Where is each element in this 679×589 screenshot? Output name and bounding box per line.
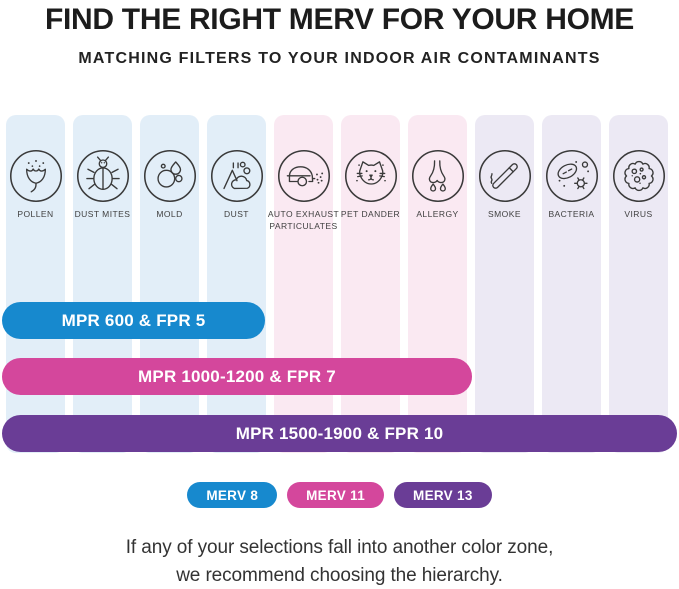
contaminant-column-pollen: POLLEN	[6, 115, 65, 453]
contaminant-column-virus: VIRUS	[609, 115, 668, 453]
contaminant-label: SMOKE	[488, 209, 521, 219]
footer-note: If any of your selections fall into anot…	[0, 534, 679, 589]
bacteria-icon	[545, 149, 599, 203]
footer-line-1: If any of your selections fall into anot…	[125, 537, 554, 558]
merv-11-badge: MERV 11	[287, 482, 385, 508]
contaminant-label: ALLERGY	[416, 209, 459, 219]
rating-bar-mpr600-fpr5: MPR 600 & FPR 5	[2, 302, 265, 339]
tulip-pollen-icon	[9, 149, 63, 203]
contaminant-label: POLLEN	[17, 209, 54, 219]
rating-bar-label: MPR 600 & FPR 5	[61, 310, 206, 330]
merv-8-badge: MERV 8	[187, 482, 278, 508]
contaminant-label: AUTO EXHAUST PARTICULATES	[267, 209, 340, 231]
contaminant-label: DUST MITES	[74, 209, 131, 219]
footer-line-2: we recommend choosing the hierarchy.	[176, 564, 503, 586]
rating-bar-mpr1500-1900-fpr10: MPR 1500-1900 & FPR 10	[2, 415, 677, 452]
contaminant-label: DUST	[224, 209, 249, 219]
contaminant-column-allergy: ALLERGY	[408, 115, 467, 453]
page-subtitle: MATCHING FILTERS TO YOUR INDOOR AIR CONT…	[78, 50, 601, 67]
cat-face-icon	[344, 149, 398, 203]
merv-13-badge: MERV 13	[394, 482, 492, 508]
contaminant-label: PET DANDER	[340, 209, 401, 219]
page-title: FIND THE RIGHT MERV FOR YOUR HOME	[44, 3, 635, 36]
rating-bar-label: MPR 1000-1200 & FPR 7	[138, 366, 336, 386]
contaminant-label: BACTERIA	[548, 209, 595, 219]
contaminant-column-smoke: SMOKE	[475, 115, 534, 453]
merv-badge-row: MERV 8 MERV 11 MERV 13	[0, 482, 679, 508]
contaminant-column-dust: DUST	[207, 115, 266, 453]
contaminant-label: VIRUS	[624, 209, 653, 219]
contaminant-column-bacteria: BACTERIA	[542, 115, 601, 453]
contaminant-column-auto-exhaust: AUTO EXHAUST PARTICULATES	[268, 115, 339, 453]
rating-bar-label: MPR 1500-1900 & FPR 10	[235, 423, 444, 443]
contaminant-column-dust-mites: DUST MITES	[73, 115, 132, 453]
mold-spores-icon	[143, 149, 197, 203]
dust-pile-cloud-icon	[210, 149, 264, 203]
cigarette-icon	[478, 149, 532, 203]
nose-drops-icon	[411, 149, 465, 203]
dust-mite-bug-icon	[76, 149, 130, 203]
virus-icon	[612, 149, 666, 203]
rating-bar-mpr1000-1200-fpr7: MPR 1000-1200 & FPR 7	[2, 358, 472, 395]
contaminant-label: MOLD	[156, 209, 183, 219]
contaminant-column-pet-dander: PET DANDER	[341, 115, 400, 453]
car-exhaust-icon	[277, 149, 331, 203]
contaminant-column-mold: MOLD	[140, 115, 199, 453]
